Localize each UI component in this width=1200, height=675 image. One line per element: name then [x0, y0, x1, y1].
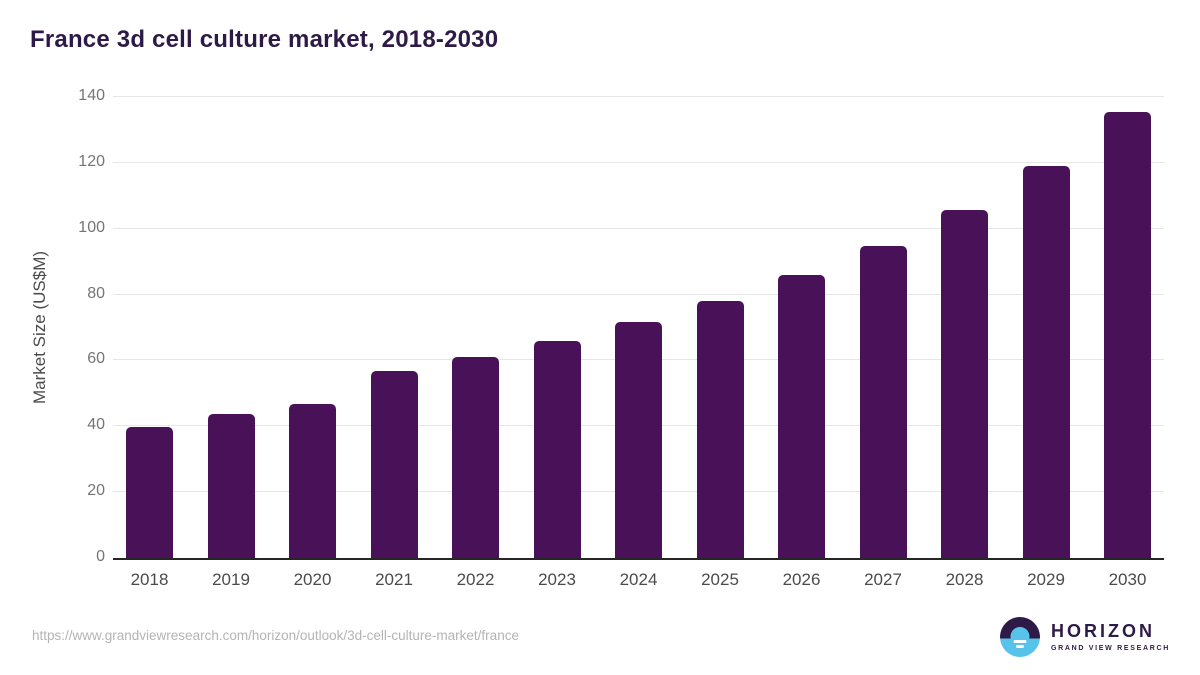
bar-2024	[615, 322, 662, 558]
y-tick-label-140: 140	[78, 87, 105, 104]
bar-2030	[1104, 111, 1151, 558]
bar-2020	[289, 403, 336, 558]
y-tick-label-80: 80	[87, 284, 105, 302]
x-tick-label-2021: 2021	[375, 570, 413, 589]
x-tick-label-2018: 2018	[130, 570, 169, 589]
x-tick-label-2020: 2020	[293, 570, 332, 589]
bar-2026	[778, 275, 825, 558]
bar-2027	[859, 245, 907, 558]
x-tick-label-2025: 2025	[701, 570, 739, 589]
bar-2018	[126, 427, 173, 558]
source-url: https://www.grandviewresearch.com/horizo…	[32, 628, 519, 643]
gridline-120	[113, 161, 1164, 163]
reflection-line	[1015, 645, 1024, 648]
horizon-logo: HORIZON GRAND VIEW RESEARCH	[999, 617, 1170, 657]
x-tick-label-2023: 2023	[538, 570, 576, 589]
reflection-line	[1013, 640, 1027, 643]
plot-area	[113, 96, 1164, 560]
y-tick-label-120: 120	[78, 152, 105, 170]
y-axis-tick-labels: 0 20 40 60 80 100 120 140	[0, 87, 105, 565]
sun-shape	[1010, 627, 1030, 646]
y-tick-label-100: 100	[78, 218, 105, 236]
x-tick-label-2028: 2028	[945, 570, 984, 589]
logo-name: HORIZON	[1050, 621, 1155, 642]
page-title: France 3d cell culture market, 2018-2030	[30, 26, 499, 53]
bar-2025	[696, 301, 744, 558]
sunrise-circle-icon	[999, 617, 1040, 657]
y-tick-label-0: 0	[96, 548, 105, 565]
x-tick-label-2026: 2026	[782, 570, 821, 589]
logo-subtitle: GRAND VIEW RESEARCH	[1050, 644, 1170, 652]
bar-2029	[1022, 165, 1070, 558]
bar-2019	[207, 414, 255, 558]
x-tick-label-2029: 2029	[1027, 570, 1065, 589]
bar-2023	[533, 340, 581, 558]
x-tick-label-2022: 2022	[456, 570, 495, 589]
gridline-140	[113, 96, 1164, 97]
bar-2028	[941, 209, 988, 558]
x-tick-label-2024: 2024	[619, 570, 658, 589]
x-tick-label-2027: 2027	[864, 570, 902, 589]
logo-text: HORIZON GRAND VIEW RESEARCH	[1050, 621, 1170, 652]
x-axis-tick-labels: 2018 2019 2020 2021 2022 2023 2024 2025 2026 2027…	[113, 570, 1164, 590]
gridline-80	[113, 293, 1164, 295]
x-tick-label-2030: 2030	[1108, 570, 1147, 589]
bar-2021	[370, 370, 418, 558]
y-tick-label-20: 20	[87, 482, 105, 500]
bar-series	[113, 97, 1164, 558]
y-tick-label-40: 40	[87, 416, 105, 434]
y-tick-label-60: 60	[87, 350, 105, 368]
gridline-100	[113, 227, 1164, 229]
bar-2022	[452, 357, 499, 558]
x-tick-label-2019: 2019	[212, 570, 250, 589]
